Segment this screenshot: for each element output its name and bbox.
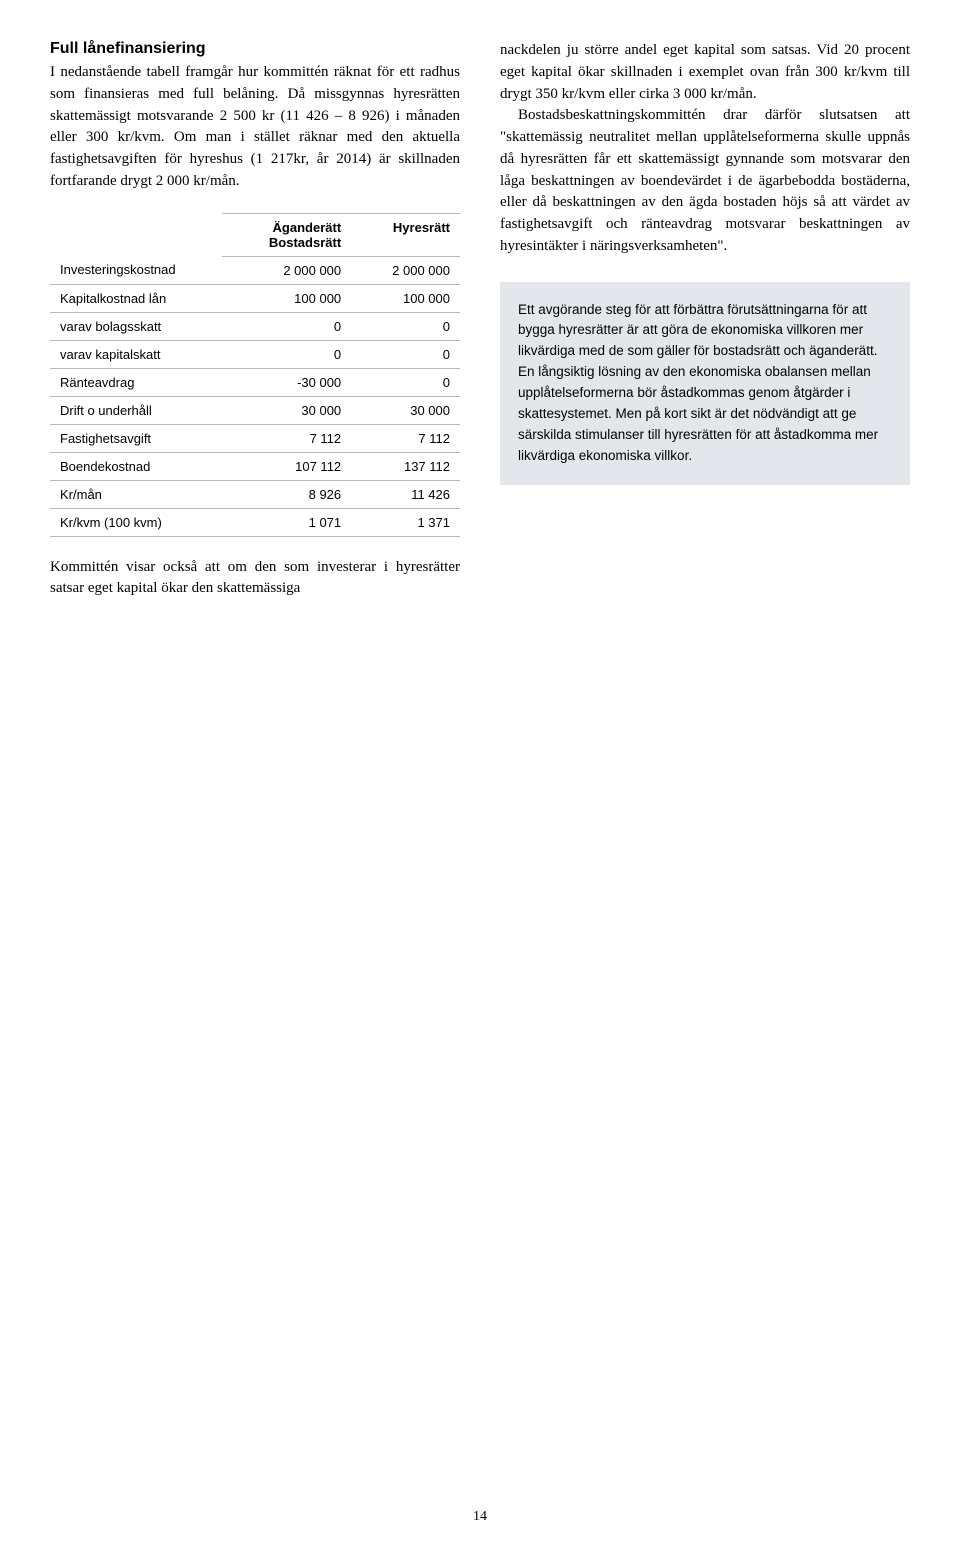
comparison-table-wrap: Äganderätt Bostadsrätt Hyresrätt Investe… [50,213,460,537]
table-header-empty [50,213,222,256]
row-label: Boendekostnad [50,452,222,480]
row-label: Kapitalkostnad lån [50,284,222,312]
row-label: varav bolagsskatt [50,312,222,340]
table-row: Investeringskostnad2 000 0002 000 000 [50,256,460,284]
row-cell: 7 112 [351,424,460,452]
paragraph-text: Kommittén visar också att om den som inv… [50,557,460,601]
row-label: Drift o underhåll [50,396,222,424]
row-cell: 30 000 [351,396,460,424]
row-cell: 1 371 [351,508,460,536]
row-cell: 7 112 [222,424,351,452]
left-paragraph-2: Kommittén visar också att om den som inv… [50,557,460,601]
row-cell: 2 000 000 [351,256,460,284]
two-column-layout: Full lånefinansiering I nedanstående tab… [50,40,910,600]
table-header-aganderatt: Äganderätt Bostadsrätt [222,213,351,256]
row-cell: 8 926 [222,480,351,508]
right-column: nackdelen ju större andel eget kapital s… [500,40,910,600]
section-heading: Full lånefinansiering [50,40,460,58]
header-line-1: Äganderätt [273,220,342,235]
right-paragraph-1: nackdelen ju större andel eget kapital s… [500,40,910,258]
table-row: Drift o underhåll30 00030 000 [50,396,460,424]
table-row: varav kapitalskatt00 [50,340,460,368]
row-cell: 0 [351,368,460,396]
row-cell: 100 000 [351,284,460,312]
comparison-table: Äganderätt Bostadsrätt Hyresrätt Investe… [50,213,460,537]
row-cell: 0 [222,340,351,368]
row-cell: 0 [351,340,460,368]
table-row: Kr/mån8 92611 426 [50,480,460,508]
row-label: Kr/kvm (100 kvm) [50,508,222,536]
paragraph-text: I nedanstående tabell framgår hur kommit… [50,62,460,193]
row-cell: 100 000 [222,284,351,312]
row-cell: 0 [351,312,460,340]
table-header-hyresratt: Hyresrätt [351,213,460,256]
row-cell: 137 112 [351,452,460,480]
row-cell: 107 112 [222,452,351,480]
left-paragraph-1: I nedanstående tabell framgår hur kommit… [50,62,460,193]
table-row: Ränteavdrag-30 0000 [50,368,460,396]
row-cell: 0 [222,312,351,340]
paragraph-text: Bostadsbeskattningskommittén drar därför… [500,105,910,257]
table-row: Kr/kvm (100 kvm)1 0711 371 [50,508,460,536]
row-label: Ränteavdrag [50,368,222,396]
table-row: varav bolagsskatt00 [50,312,460,340]
row-cell: -30 000 [222,368,351,396]
row-label: Fastighetsavgift [50,424,222,452]
row-cell: 30 000 [222,396,351,424]
left-column: Full lånefinansiering I nedanstående tab… [50,40,460,600]
table-row: Fastighetsavgift7 1127 112 [50,424,460,452]
row-label: varav kapitalskatt [50,340,222,368]
row-cell: 2 000 000 [222,256,351,284]
table-body: Investeringskostnad2 000 0002 000 000 Ka… [50,256,460,536]
table-row: Boendekostnad107 112137 112 [50,452,460,480]
highlight-text: Ett avgörande steg för att förbättra för… [518,302,878,463]
table-row: Kapitalkostnad lån100 000100 000 [50,284,460,312]
page-number: 14 [473,1509,487,1525]
header-line-2: Bostadsrätt [269,235,341,250]
row-cell: 11 426 [351,480,460,508]
highlight-box: Ett avgörande steg för att förbättra för… [500,282,910,485]
row-cell: 1 071 [222,508,351,536]
table-header-row: Äganderätt Bostadsrätt Hyresrätt [50,213,460,256]
paragraph-text: nackdelen ju större andel eget kapital s… [500,40,910,105]
row-label: Kr/mån [50,480,222,508]
row-label: Investeringskostnad [50,256,222,284]
